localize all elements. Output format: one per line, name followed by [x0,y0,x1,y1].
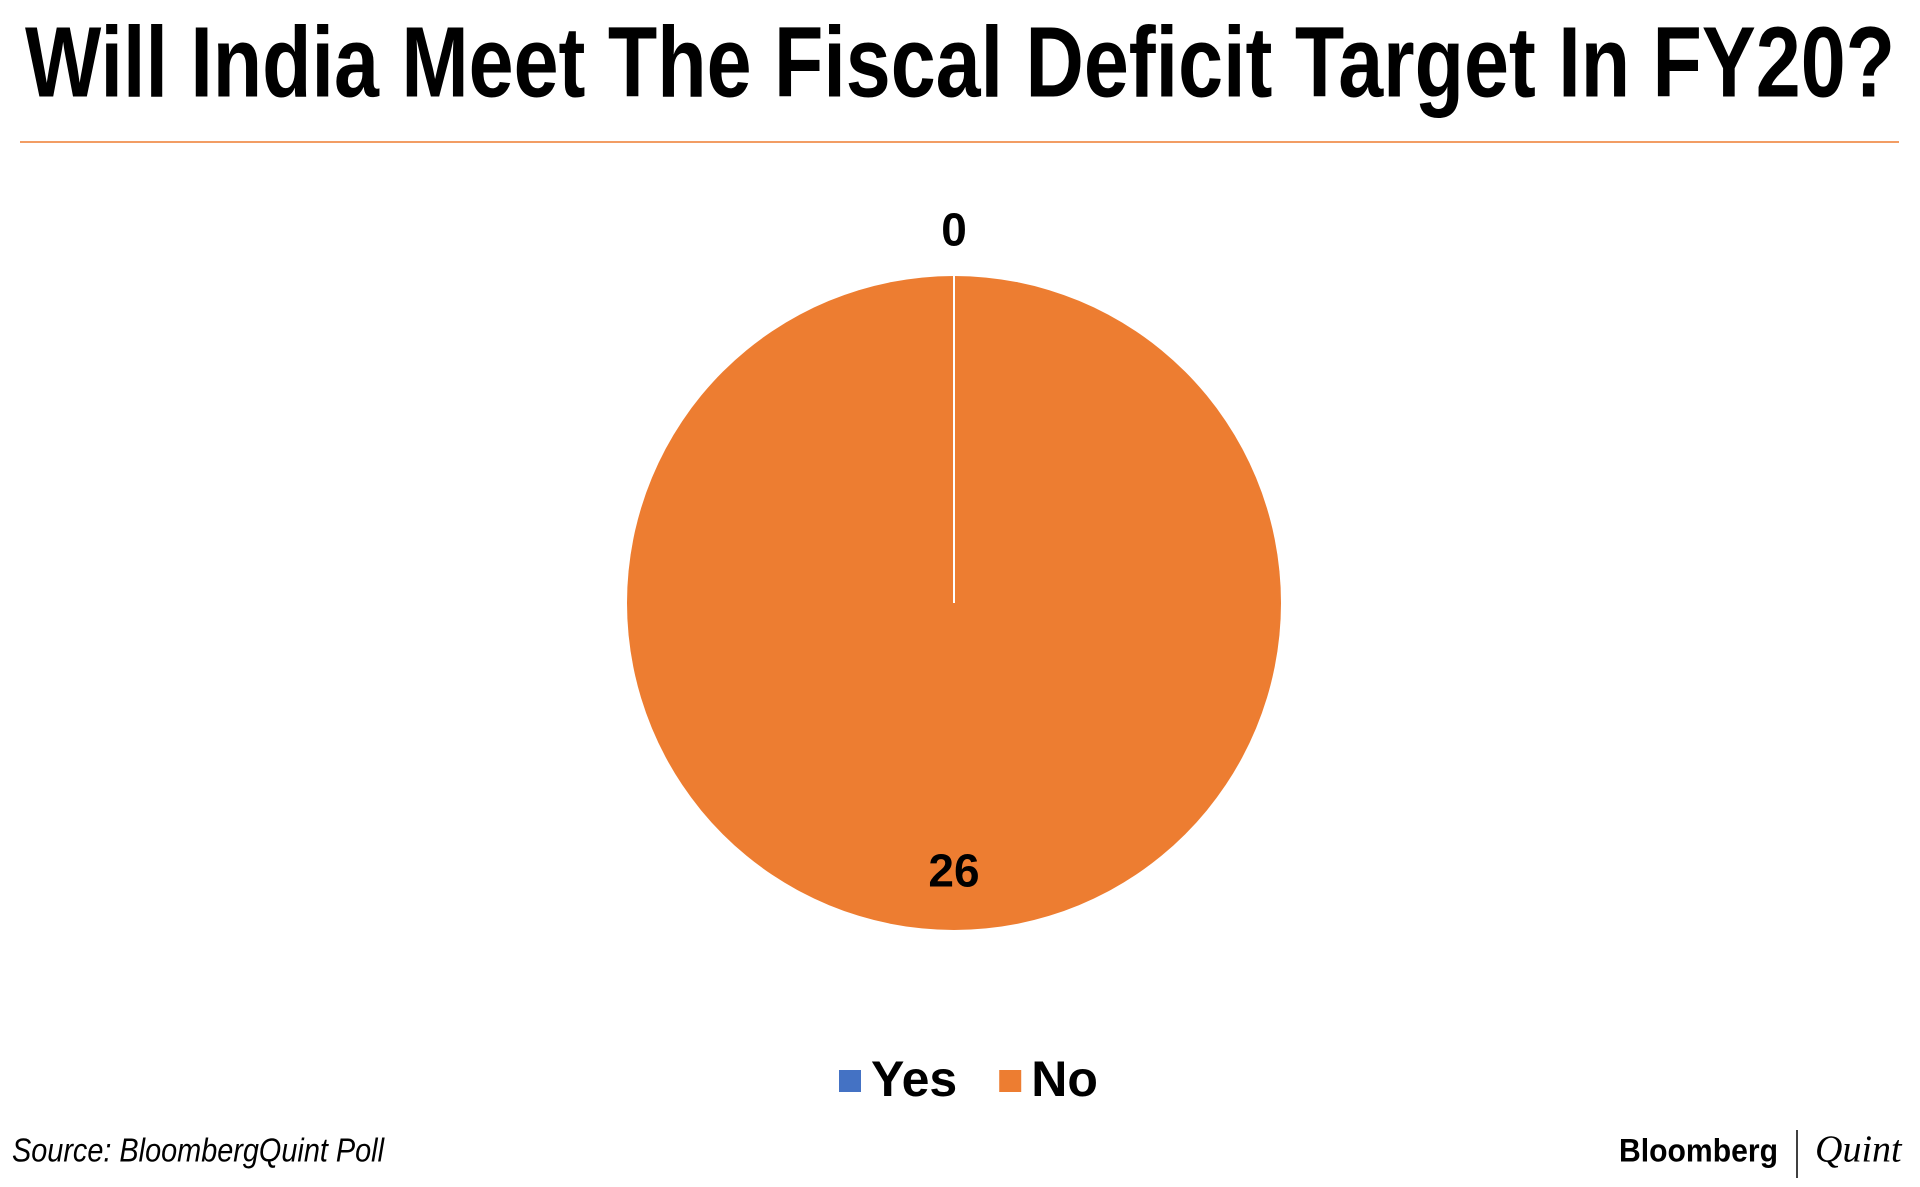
legend-label: No [1031,1051,1098,1107]
legend-swatch [839,1070,861,1092]
legend-swatch [999,1070,1022,1092]
source-note: Source: BloombergQuint Poll [12,1132,385,1169]
logo-bloomberg: Bloomberg [1619,1132,1778,1168]
legend-label: Yes [871,1051,957,1107]
chart-title: Will India Meet The Fiscal Deficit Targe… [25,6,1895,118]
logo-quint: Quint [1815,1129,1903,1171]
data-label: 0 [941,204,967,256]
data-label: 26 [928,845,979,897]
